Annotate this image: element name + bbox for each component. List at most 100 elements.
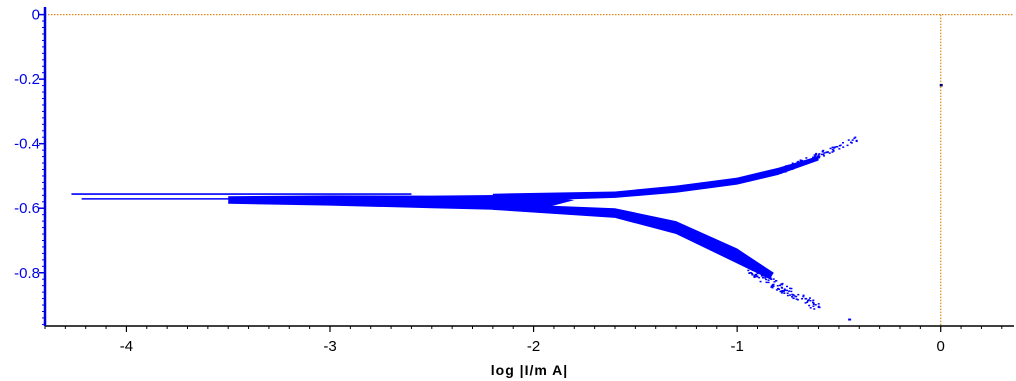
data-point xyxy=(788,168,791,170)
data-point xyxy=(804,160,807,163)
data-point xyxy=(781,170,784,172)
data-point xyxy=(788,290,791,292)
data-point xyxy=(797,293,800,296)
data-point xyxy=(825,151,828,153)
data-point xyxy=(751,269,754,272)
data-point xyxy=(779,290,782,293)
data-point xyxy=(831,148,834,151)
data-point xyxy=(755,275,758,278)
data-point xyxy=(846,144,849,147)
x-axis-title: log |I/m A| xyxy=(491,362,568,378)
data-point xyxy=(759,280,762,283)
data-point xyxy=(770,286,773,288)
data-point xyxy=(786,294,789,297)
data-point xyxy=(751,274,754,276)
data-point xyxy=(782,290,785,292)
data-point xyxy=(855,139,858,142)
data-point xyxy=(809,307,812,309)
data-point xyxy=(826,151,829,153)
data-point xyxy=(748,272,751,275)
data-point xyxy=(789,287,792,290)
data-layer xyxy=(71,83,943,321)
data-point xyxy=(801,159,804,162)
data-point xyxy=(785,165,788,167)
data-point xyxy=(770,285,773,287)
data-point xyxy=(778,169,781,171)
data-point xyxy=(828,152,831,154)
y-tick-label: -0.2 xyxy=(14,71,40,88)
data-point xyxy=(791,162,794,165)
data-point xyxy=(808,297,811,299)
data-point xyxy=(784,166,787,168)
data-point xyxy=(762,275,765,277)
data-anodic-branch xyxy=(492,155,819,202)
data-point xyxy=(756,272,759,275)
data-point xyxy=(817,306,820,309)
data-point xyxy=(800,297,803,300)
data-point xyxy=(847,139,850,141)
data-point xyxy=(818,155,821,158)
data-point xyxy=(804,302,807,304)
data-point xyxy=(767,279,770,281)
data-point xyxy=(841,142,844,144)
data-point xyxy=(781,282,784,285)
x-tick-label: -3 xyxy=(323,338,336,355)
data-point xyxy=(812,303,815,305)
data-point xyxy=(790,290,793,293)
data-point xyxy=(795,295,798,298)
data-point xyxy=(779,172,782,174)
data-point xyxy=(822,149,825,152)
data-point xyxy=(765,281,768,284)
data-point xyxy=(765,278,768,281)
x-tick-label: -1 xyxy=(730,338,743,355)
data-point xyxy=(854,136,857,139)
data-point xyxy=(806,160,809,162)
data-point xyxy=(787,168,790,171)
y-tick-label: -0.6 xyxy=(14,200,40,217)
data-point xyxy=(787,167,790,169)
data-point xyxy=(753,276,756,278)
data-point xyxy=(778,171,781,174)
data-point xyxy=(760,275,763,277)
data-point xyxy=(800,161,803,164)
data-point xyxy=(784,170,787,173)
data-point xyxy=(851,139,854,141)
data-point xyxy=(802,294,805,297)
axes xyxy=(43,7,1014,327)
y-tick-label: 0 xyxy=(32,7,40,24)
data-point xyxy=(805,157,808,159)
y-tick-label: -0.4 xyxy=(14,136,40,153)
data-point xyxy=(799,163,802,166)
data-point xyxy=(780,292,783,294)
data-point xyxy=(831,151,834,153)
ticks: -4 -3 -2 -1 0 0 -0.2 -0.4 -0.6 -0.8 xyxy=(14,7,1003,355)
data-point xyxy=(831,146,834,149)
x-tick-label: 0 xyxy=(937,338,945,355)
data-point xyxy=(799,159,802,161)
data-point xyxy=(775,280,778,282)
data-point xyxy=(781,289,784,292)
data-point xyxy=(776,287,779,290)
data-point xyxy=(786,292,789,294)
data-point xyxy=(770,278,773,281)
data-point xyxy=(772,278,775,280)
data-point xyxy=(822,153,825,156)
data-point xyxy=(795,164,798,166)
data-point xyxy=(778,288,781,290)
data-point xyxy=(783,169,786,172)
data-point xyxy=(848,318,852,321)
data-point xyxy=(783,292,786,294)
data-point xyxy=(799,162,802,165)
data-point xyxy=(815,152,818,155)
y-tick-label: -0.8 xyxy=(14,265,40,282)
data-point xyxy=(787,164,790,167)
data-point xyxy=(842,146,845,148)
data-point xyxy=(792,294,795,296)
data-point xyxy=(775,289,778,291)
data-point xyxy=(823,155,826,157)
data-point xyxy=(829,147,832,150)
data-point xyxy=(764,276,767,278)
data-point xyxy=(838,148,841,150)
data-point xyxy=(836,146,839,148)
